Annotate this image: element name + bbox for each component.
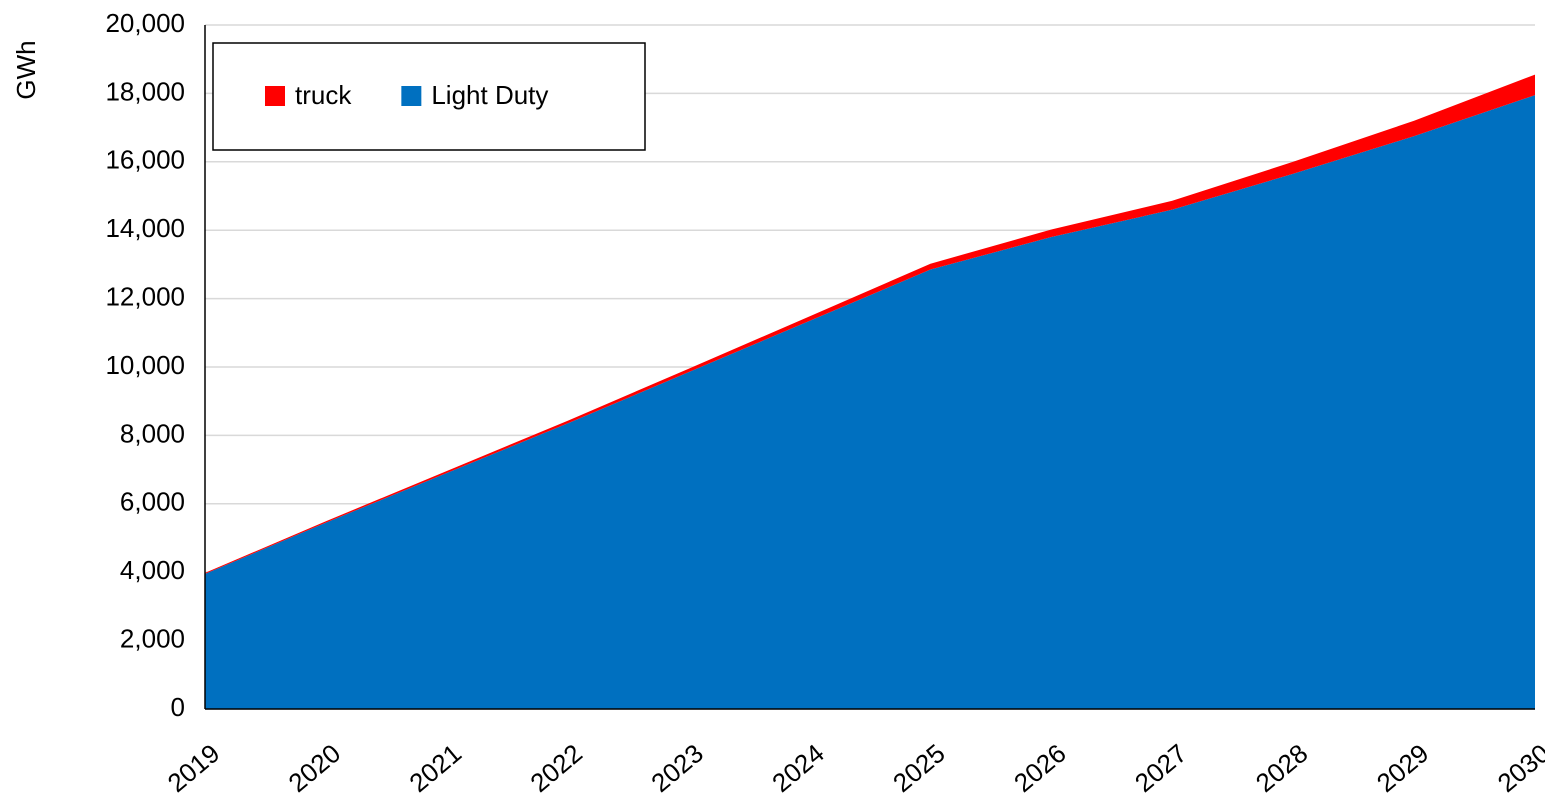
- x-tick-label: 2022: [524, 738, 588, 798]
- y-tick-label: 6,000: [120, 487, 185, 517]
- y-tick-label: 14,000: [105, 213, 185, 243]
- x-tick-label: 2025: [887, 738, 951, 798]
- y-tick-label: 16,000: [105, 145, 185, 175]
- x-tick-label: 2026: [1008, 738, 1072, 798]
- x-tick-label: 2030: [1492, 738, 1545, 798]
- y-tick-label: 10,000: [105, 350, 185, 380]
- x-tick-label: 2021: [403, 738, 467, 798]
- y-tick-label: 18,000: [105, 76, 185, 106]
- x-tick-label: 2020: [283, 738, 347, 798]
- x-tick-label: 2027: [1129, 738, 1193, 798]
- y-tick-label: 0: [171, 692, 185, 722]
- y-tick-label: 4,000: [120, 555, 185, 585]
- legend-swatch: [401, 86, 422, 106]
- x-tick-label: 2028: [1250, 738, 1314, 798]
- y-tick-label: 20,000: [105, 8, 185, 38]
- legend-label: Light Duty: [431, 80, 548, 110]
- x-tick-label: 2029: [1371, 738, 1435, 798]
- y-axis-label: GWh: [11, 40, 41, 99]
- area: [205, 95, 1535, 710]
- x-tick-label: 2024: [766, 738, 830, 798]
- y-tick-label: 8,000: [120, 418, 185, 448]
- legend-swatch: [265, 86, 285, 106]
- x-tick-label: 2023: [645, 738, 709, 798]
- x-tick-label: 2019: [162, 738, 226, 798]
- legend-label: truck: [295, 80, 352, 110]
- area: [205, 74, 1535, 574]
- y-tick-label: 2,000: [120, 623, 185, 653]
- y-tick-label: 12,000: [105, 281, 185, 311]
